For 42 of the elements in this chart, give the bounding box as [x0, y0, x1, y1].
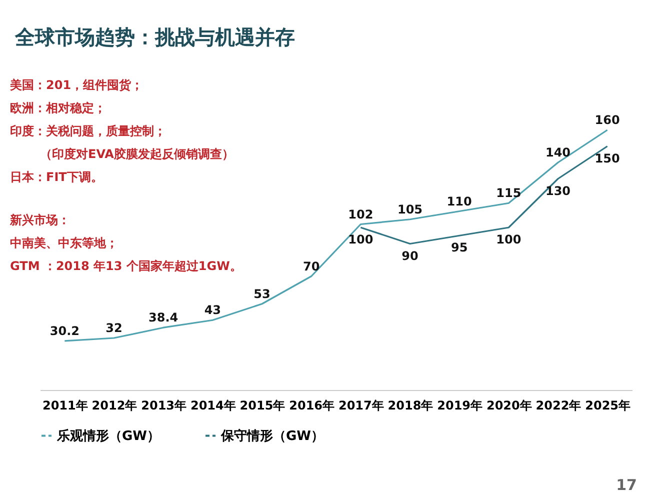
data-label: 150	[594, 151, 620, 166]
x-tick-label: 2020年	[486, 398, 532, 412]
x-tick-label: 2017年	[338, 398, 384, 412]
annotation: （印度对EVA胶膜发起反倾销调查）	[40, 147, 234, 161]
data-label: 140	[545, 146, 571, 160]
x-tick-label: 2025年	[585, 398, 631, 412]
data-label: 130	[545, 184, 571, 198]
data-label: 100	[348, 232, 374, 246]
data-label: 32	[106, 321, 122, 335]
data-label: 160	[594, 113, 620, 127]
data-label: 53	[254, 286, 270, 301]
legend-label: 乐观情形（GW）	[56, 428, 160, 444]
data-label: 115	[496, 186, 522, 200]
data-label: 102	[348, 207, 374, 222]
x-tick-label: 2013年	[141, 398, 187, 412]
data-label: 110	[446, 194, 472, 208]
text: 美国：201，组件囤货；	[9, 78, 144, 92]
x-tick-label: 2016年	[289, 398, 335, 412]
annotation: GTM ：2018 年13 个国家年超过1GW。	[10, 259, 242, 273]
text: 欧洲：相对稳定；	[10, 101, 106, 115]
x-tick-label: 2011年	[42, 398, 88, 412]
annotation: 日本：FIT下调。	[10, 170, 103, 184]
data-label: 100	[496, 232, 522, 246]
legend-label: 保守情形（GW）	[220, 428, 324, 444]
data-label: 38.4	[148, 310, 178, 325]
data-label: 30.2	[50, 324, 80, 338]
data-label: 90	[402, 248, 418, 263]
data-label: 70	[302, 259, 320, 274]
x-tick-label: 2022年	[536, 398, 582, 412]
annotation: 中南美、中东等地；	[10, 236, 118, 250]
data-label: 105	[397, 202, 423, 216]
x-tick-label: 2015年	[240, 398, 286, 412]
data-label: 43	[204, 303, 222, 318]
annotation: 印度：关税问题，质量控制；	[10, 124, 166, 138]
annotation: 新兴市场：	[9, 213, 70, 227]
x-tick-label: 2014年	[190, 398, 236, 412]
chart-title: 全球市场趋势：挑战与机遇并存	[14, 25, 295, 49]
text: 17	[616, 476, 637, 494]
x-tick-label: 2019年	[437, 398, 483, 412]
x-tick-label: 2018年	[388, 398, 434, 412]
data-label: 95	[450, 240, 468, 255]
x-tick-label: 2012年	[92, 398, 138, 412]
